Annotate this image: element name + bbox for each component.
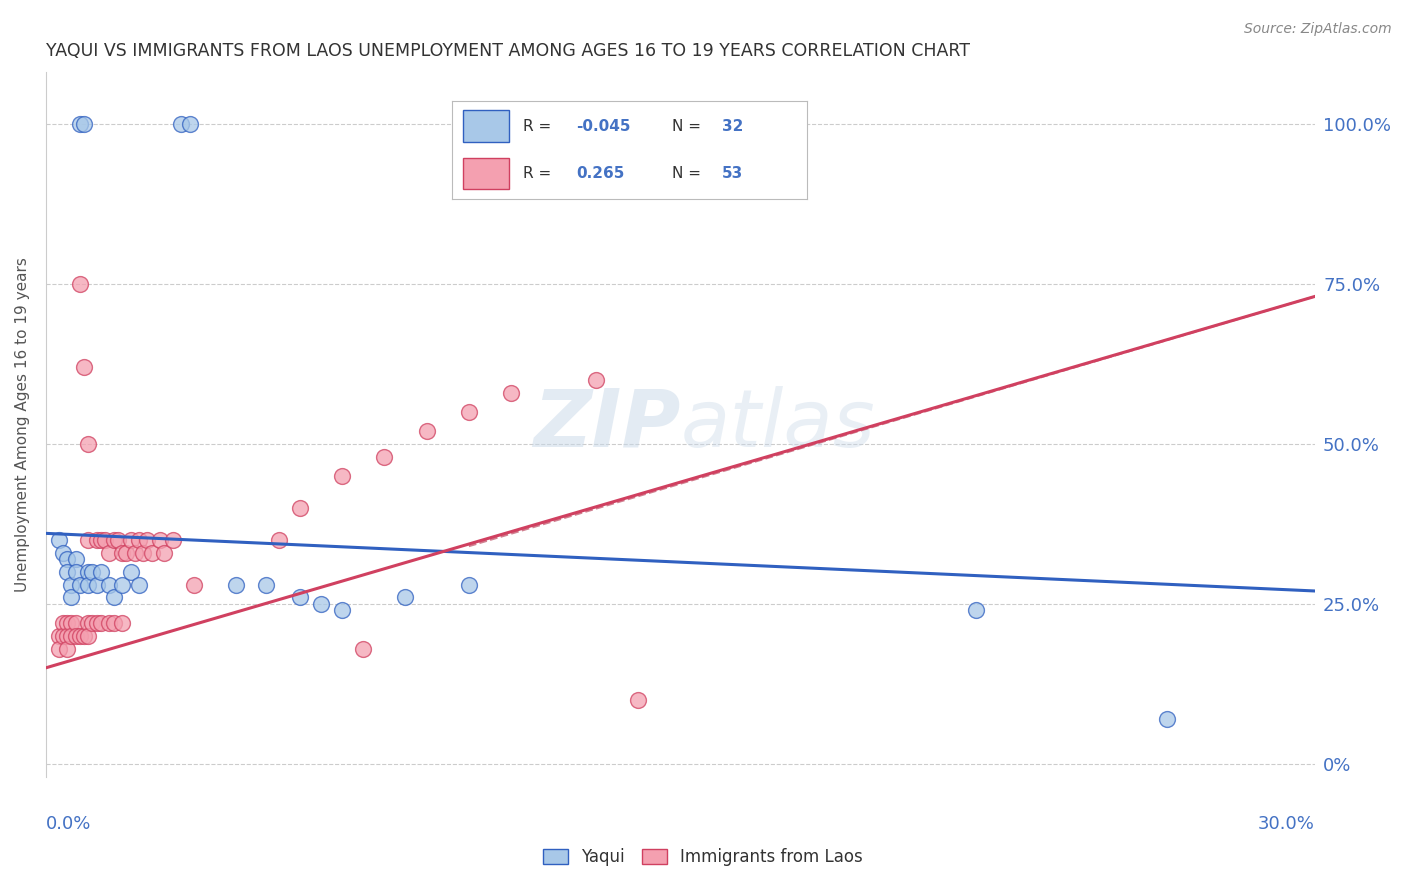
Point	[65, 615, 87, 630]
Point	[90, 615, 112, 630]
Point	[77, 565, 100, 579]
Point	[162, 533, 184, 547]
Point	[627, 693, 650, 707]
Point	[48, 641, 70, 656]
Point	[183, 577, 205, 591]
Point	[69, 117, 91, 131]
Point	[82, 565, 104, 579]
Point	[73, 117, 96, 131]
Point	[120, 533, 142, 547]
Point	[111, 545, 134, 559]
Point	[98, 545, 121, 559]
Point	[254, 577, 277, 591]
Point	[98, 615, 121, 630]
Point	[48, 629, 70, 643]
Text: Source: ZipAtlas.com: Source: ZipAtlas.com	[1244, 22, 1392, 37]
Point	[98, 577, 121, 591]
Point	[352, 641, 374, 656]
Point	[65, 552, 87, 566]
Point	[115, 545, 138, 559]
Point	[69, 577, 91, 591]
Point	[60, 615, 83, 630]
Point	[457, 577, 479, 591]
Y-axis label: Unemployment Among Ages 16 to 19 years: Unemployment Among Ages 16 to 19 years	[15, 257, 30, 592]
Point	[132, 545, 155, 559]
Point	[179, 117, 201, 131]
Point	[111, 615, 134, 630]
Point	[60, 629, 83, 643]
Point	[288, 591, 311, 605]
Point	[60, 577, 83, 591]
Point	[56, 552, 79, 566]
Point	[267, 533, 290, 547]
Legend: Yaqui, Immigrants from Laos: Yaqui, Immigrants from Laos	[534, 840, 872, 875]
Point	[52, 615, 75, 630]
Point	[48, 533, 70, 547]
Point	[77, 615, 100, 630]
Point	[120, 565, 142, 579]
Point	[94, 533, 117, 547]
Point	[170, 117, 193, 131]
Point	[65, 629, 87, 643]
Point	[52, 545, 75, 559]
Point	[457, 405, 479, 419]
Point	[56, 629, 79, 643]
Point	[309, 597, 332, 611]
Point	[111, 577, 134, 591]
Point	[65, 565, 87, 579]
Point	[77, 629, 100, 643]
Point	[77, 533, 100, 547]
Point	[288, 500, 311, 515]
Point	[56, 641, 79, 656]
Point	[86, 615, 108, 630]
Point	[86, 533, 108, 547]
Point	[153, 545, 176, 559]
Point	[90, 533, 112, 547]
Point	[1156, 712, 1178, 726]
Point	[330, 468, 353, 483]
Text: 30.0%: 30.0%	[1258, 815, 1315, 833]
Point	[141, 545, 163, 559]
Point	[128, 533, 150, 547]
Point	[394, 591, 416, 605]
Point	[107, 533, 129, 547]
Point	[103, 615, 125, 630]
Point	[149, 533, 172, 547]
Point	[128, 577, 150, 591]
Point	[103, 533, 125, 547]
Text: atlas: atlas	[681, 385, 875, 464]
Point	[69, 629, 91, 643]
Point	[82, 615, 104, 630]
Point	[415, 424, 437, 438]
Point	[52, 629, 75, 643]
Point	[136, 533, 159, 547]
Point	[501, 385, 523, 400]
Point	[585, 373, 607, 387]
Point	[373, 450, 395, 464]
Point	[103, 591, 125, 605]
Point	[965, 603, 987, 617]
Point	[60, 591, 83, 605]
Point	[56, 565, 79, 579]
Point	[86, 577, 108, 591]
Point	[90, 565, 112, 579]
Point	[69, 277, 91, 291]
Point	[56, 615, 79, 630]
Point	[77, 577, 100, 591]
Point	[73, 629, 96, 643]
Point	[225, 577, 247, 591]
Point	[124, 545, 146, 559]
Point	[330, 603, 353, 617]
Text: ZIP: ZIP	[533, 385, 681, 464]
Text: YAQUI VS IMMIGRANTS FROM LAOS UNEMPLOYMENT AMONG AGES 16 TO 19 YEARS CORRELATION: YAQUI VS IMMIGRANTS FROM LAOS UNEMPLOYME…	[46, 42, 970, 60]
Text: 0.0%: 0.0%	[46, 815, 91, 833]
Point	[73, 359, 96, 374]
Point	[77, 436, 100, 450]
